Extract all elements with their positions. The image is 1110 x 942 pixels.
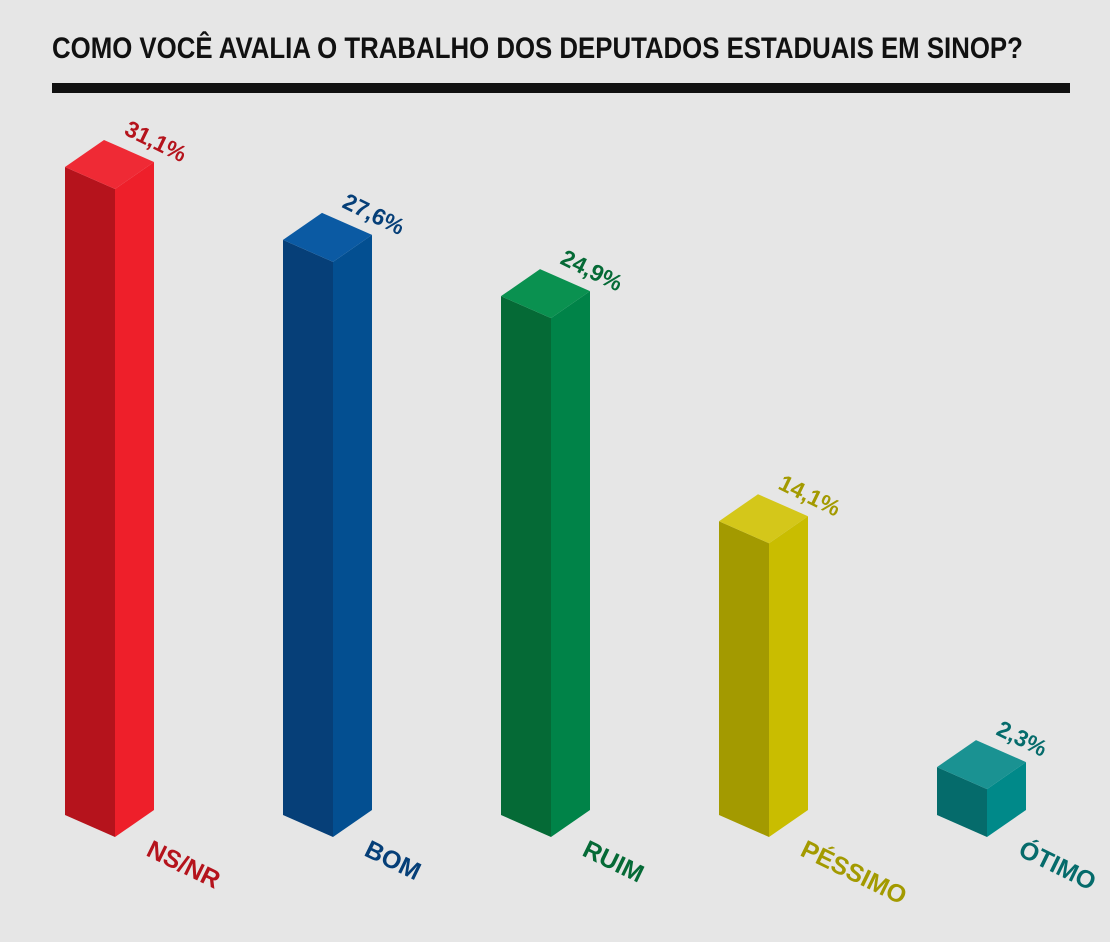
bar-front-2 [501, 296, 551, 837]
chart-title: COMO VOCÊ AVALIA O TRABALHO DOS DEPUTADO… [52, 32, 1023, 65]
category-label: BOM [360, 835, 425, 886]
bar-side-0 [115, 162, 154, 837]
title-rule [52, 83, 1070, 93]
category-label: NS/NR [142, 835, 224, 894]
bar-top-2 [501, 269, 590, 319]
category-label: PÉSSIMO [796, 834, 911, 910]
bar-side-4 [987, 762, 1026, 837]
bar-top-0 [65, 140, 154, 189]
category-label: RUIM [578, 835, 648, 888]
bar-front-0 [65, 167, 115, 837]
bar-top-3 [719, 494, 808, 544]
bar-front-1 [283, 239, 333, 838]
bar-side-1 [333, 234, 372, 838]
bar-top-4 [937, 740, 1026, 790]
bar-side-3 [769, 516, 808, 837]
bar-top-1 [283, 212, 372, 262]
category-label: ÓTIMO [1014, 833, 1101, 896]
bar-front-3 [719, 521, 769, 837]
bar-side-2 [551, 291, 590, 837]
bar-front-4 [937, 767, 987, 837]
